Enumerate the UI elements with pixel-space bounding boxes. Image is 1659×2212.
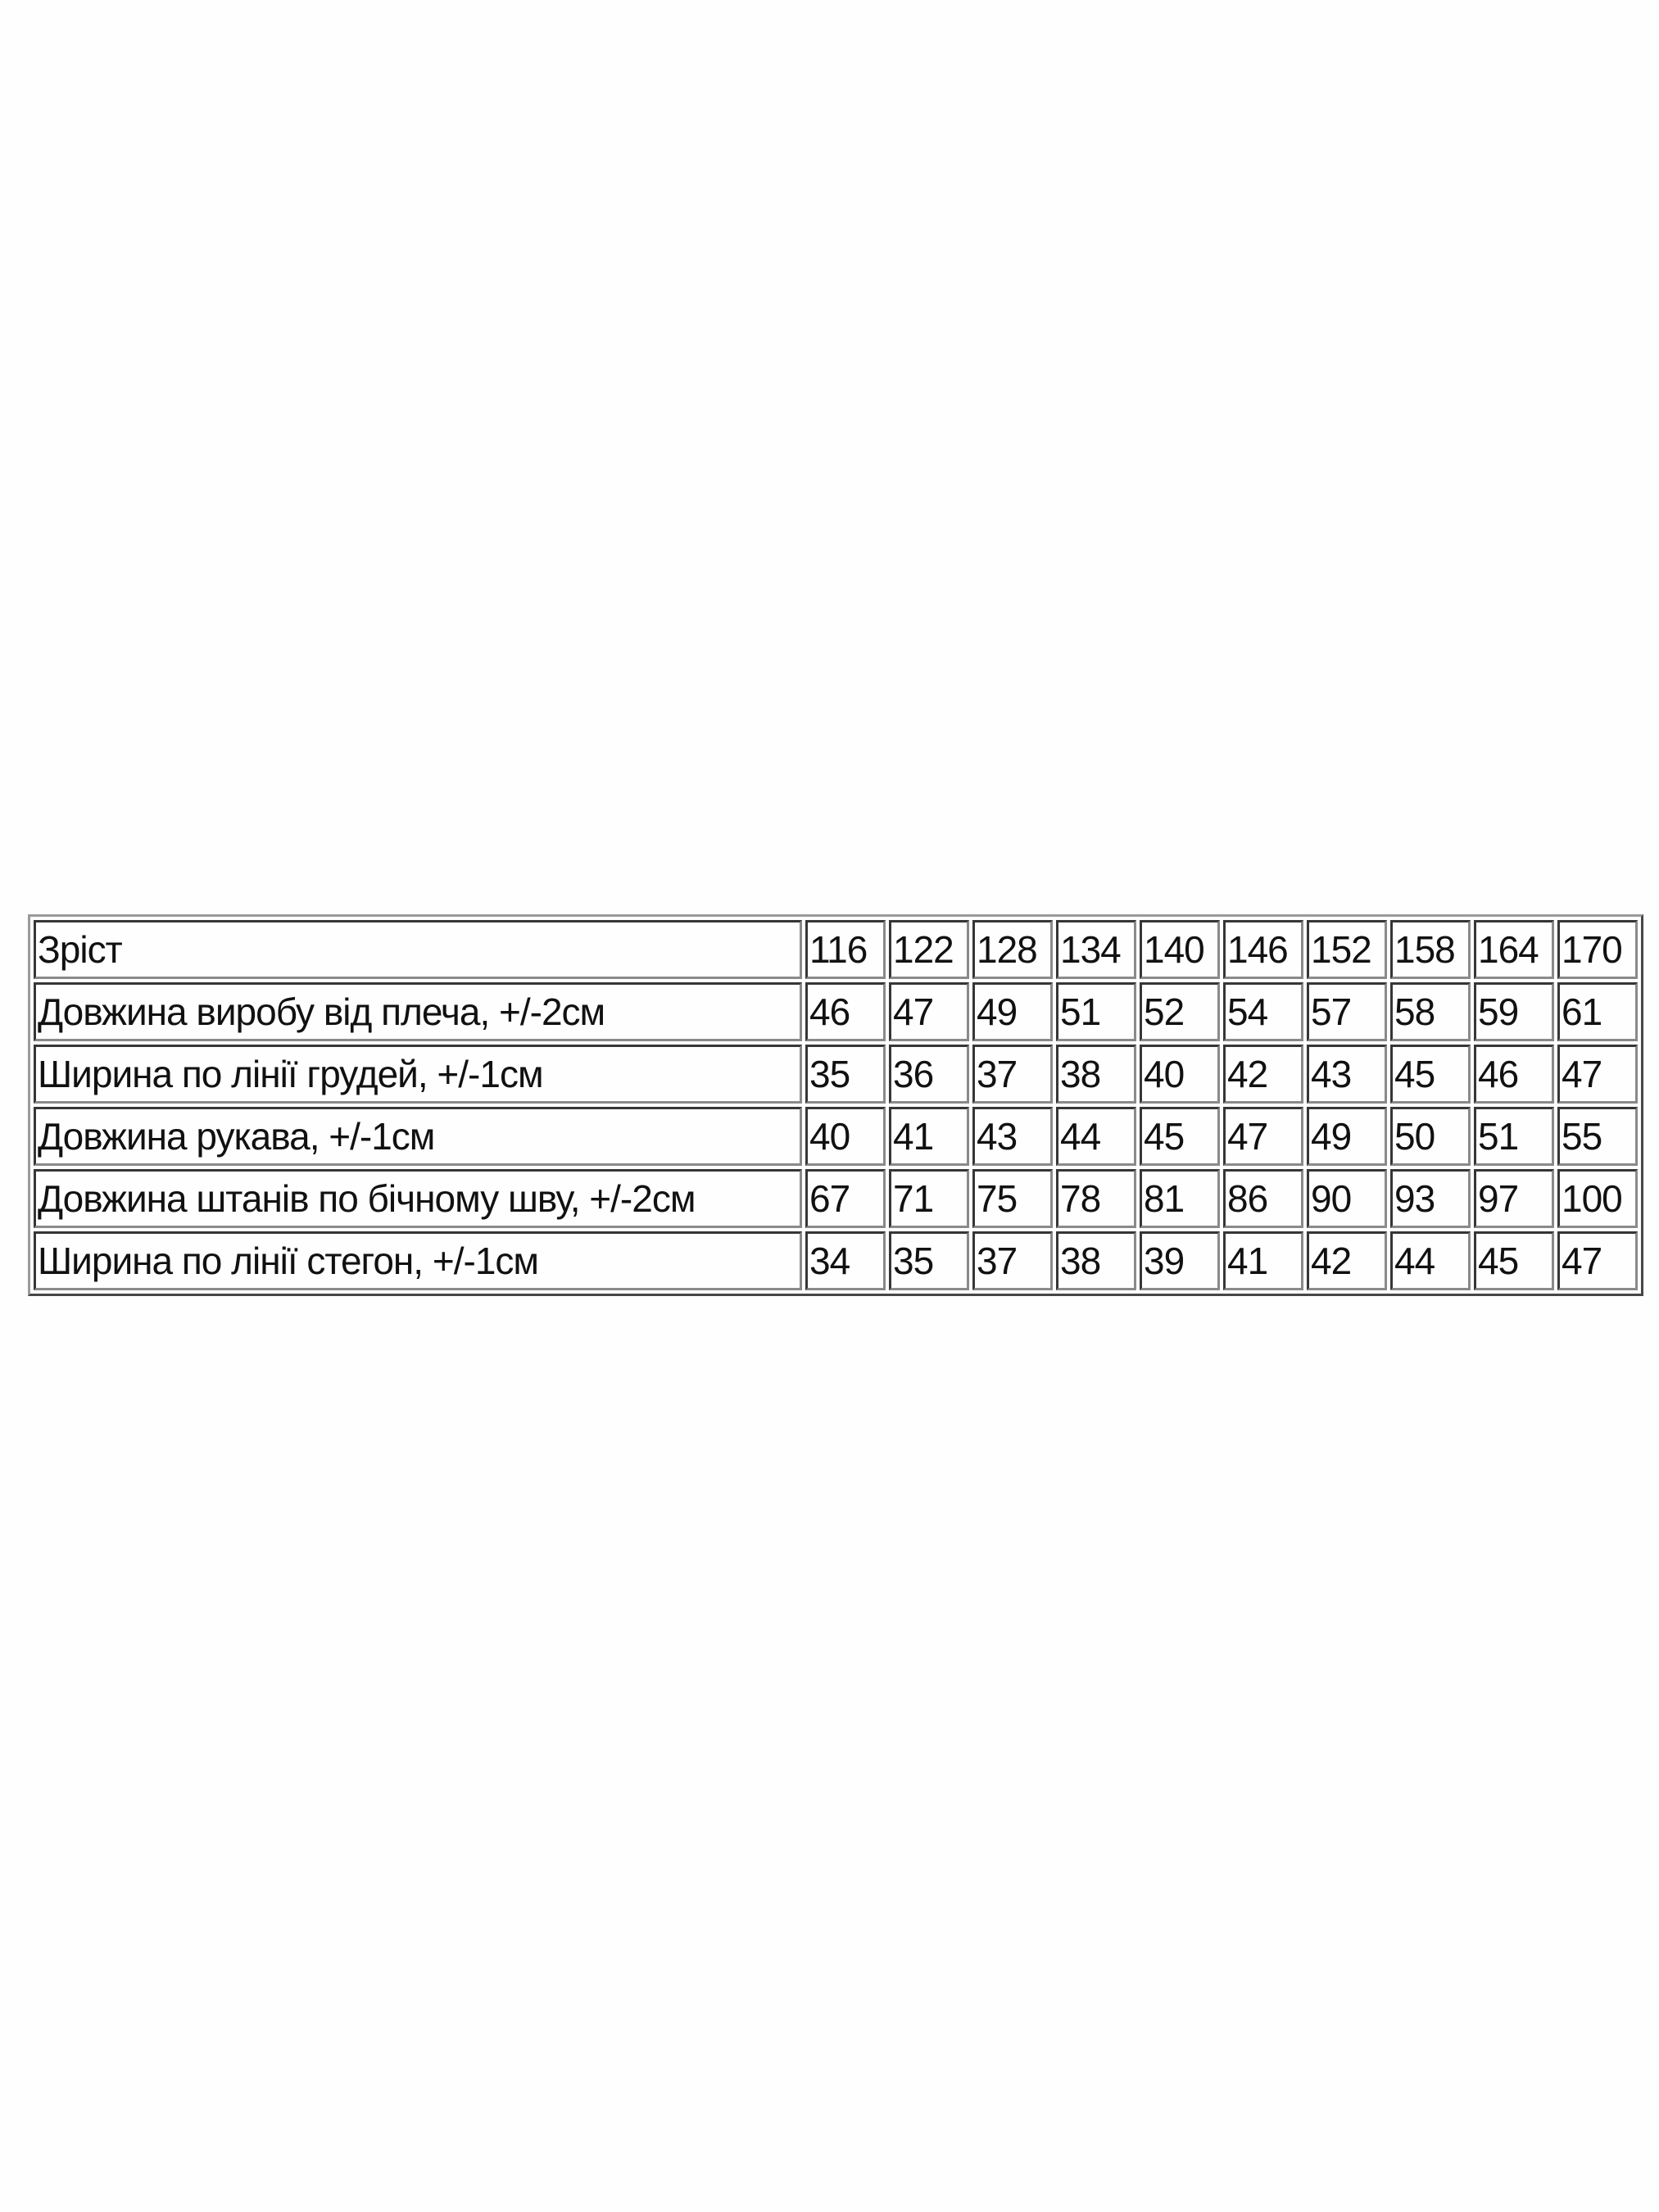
table-cell: 75 [972,1169,1053,1228]
table-cell: 47 [1223,1107,1303,1166]
row-label: Ширина по лінії стегон, +/-1см [34,1231,802,1290]
height-header-row: Зріст 116 122 128 134 140 146 152 158 164 170 [34,920,1638,979]
table-cell: 49 [972,982,1053,1041]
table-cell: 51 [1056,982,1136,1041]
table-row: Довжина виробу від плеча, +/-2см 46 47 49 51… [34,982,1638,1041]
table-cell: 164 [1474,920,1554,979]
table-cell: 55 [1557,1107,1638,1166]
table-cell: 134 [1056,920,1136,979]
table-row: Ширина по лінії грудей, +/-1см 35 36 37 38 40… [34,1045,1638,1104]
table-cell: 146 [1223,920,1303,979]
table-cell: 152 [1307,920,1387,979]
table-cell: 35 [889,1231,969,1290]
table-cell: 67 [805,1169,886,1228]
table-cell: 49 [1307,1107,1387,1166]
table-cell: 158 [1390,920,1471,979]
table-cell: 41 [889,1107,969,1166]
table-cell: 43 [1307,1045,1387,1104]
table-cell: 54 [1223,982,1303,1041]
table-cell: 45 [1474,1231,1554,1290]
row-label: Довжина штанів по бічному шву, +/-2см [34,1169,802,1228]
table-cell: 45 [1390,1045,1471,1104]
table-cell: 128 [972,920,1053,979]
table-cell: 43 [972,1107,1053,1166]
table-cell: 47 [1557,1231,1638,1290]
row-label: Довжина рукава, +/-1см [34,1107,802,1166]
table-cell: 97 [1474,1169,1554,1228]
table-cell: 51 [1474,1107,1554,1166]
table-cell: 71 [889,1169,969,1228]
table-cell: 45 [1140,1107,1220,1166]
table-cell: 140 [1140,920,1220,979]
table-cell: 46 [1474,1045,1554,1104]
row-label: Зріст [34,920,802,979]
row-label: Довжина виробу від плеча, +/-2см [34,982,802,1041]
table-cell: 78 [1056,1169,1136,1228]
size-chart-table: Зріст 116 122 128 134 140 146 152 158 164 170 Довжи… [28,914,1643,1296]
table-cell: 116 [805,920,886,979]
table-cell: 50 [1390,1107,1471,1166]
table-cell: 41 [1223,1231,1303,1290]
table-cell: 37 [972,1045,1053,1104]
table-cell: 42 [1307,1231,1387,1290]
table-cell: 40 [1140,1045,1220,1104]
table-cell: 47 [1557,1045,1638,1104]
table-cell: 100 [1557,1169,1638,1228]
table-cell: 122 [889,920,969,979]
table-cell: 86 [1223,1169,1303,1228]
table-row: Ширина по лінії стегон, +/-1см 34 35 37 38 39… [34,1231,1638,1290]
table-cell: 93 [1390,1169,1471,1228]
table-cell: 58 [1390,982,1471,1041]
table-cell: 42 [1223,1045,1303,1104]
table-cell: 36 [889,1045,969,1104]
table-cell: 40 [805,1107,886,1166]
table-row: Довжина рукава, +/-1см 40 41 43 44 45 47 49 50 51… [34,1107,1638,1166]
table-cell: 39 [1140,1231,1220,1290]
table-cell: 46 [805,982,886,1041]
table-cell: 52 [1140,982,1220,1041]
table-cell: 170 [1557,920,1638,979]
table-cell: 34 [805,1231,886,1290]
table-row: Довжина штанів по бічному шву, +/-2см 67 7… [34,1169,1638,1228]
table-cell: 44 [1390,1231,1471,1290]
table-cell: 90 [1307,1169,1387,1228]
table-cell: 47 [889,982,969,1041]
table-cell: 81 [1140,1169,1220,1228]
table-cell: 59 [1474,982,1554,1041]
table-cell: 61 [1557,982,1638,1041]
table-cell: 57 [1307,982,1387,1041]
row-label: Ширина по лінії грудей, +/-1см [34,1045,802,1104]
table-cell: 38 [1056,1045,1136,1104]
table-cell: 37 [972,1231,1053,1290]
table-cell: 44 [1056,1107,1136,1166]
table-cell: 35 [805,1045,886,1104]
table-cell: 38 [1056,1231,1136,1290]
